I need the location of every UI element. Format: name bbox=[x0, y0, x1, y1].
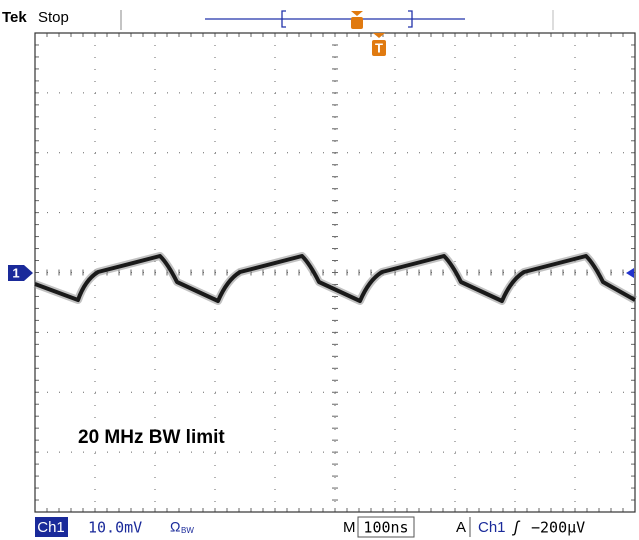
channel: Ch1 bbox=[37, 519, 65, 536]
trigger-source: Ch1 bbox=[478, 519, 506, 536]
status: Stop bbox=[38, 9, 69, 26]
trigger-level-marker bbox=[626, 268, 634, 278]
trigger-label: A bbox=[456, 519, 466, 536]
brand: Tek bbox=[2, 9, 27, 26]
bw-flag: BW bbox=[181, 526, 194, 535]
scale: 10.0mV bbox=[88, 519, 142, 537]
timebase: 100ns bbox=[363, 519, 408, 537]
impedance: Ω bbox=[170, 519, 180, 535]
trigger-pointer bbox=[373, 33, 385, 38]
channel-badge bbox=[35, 517, 68, 537]
trigger-icon bbox=[351, 17, 363, 29]
timebase-box bbox=[357, 516, 415, 538]
graticule-border bbox=[34, 32, 636, 513]
waveform bbox=[34, 254, 636, 303]
annotation: 20 MHz BW limit bbox=[78, 427, 225, 448]
trigger-slope: ʃ bbox=[511, 519, 521, 536]
record-window bbox=[281, 10, 413, 28]
trigger-pointer bbox=[351, 11, 363, 16]
trigger-level: −200µV bbox=[531, 519, 585, 537]
trigger-marker: T bbox=[375, 40, 383, 55]
trigger-icon bbox=[372, 40, 386, 56]
channel-marker: 1 bbox=[12, 265, 19, 280]
channel-marker-icon bbox=[8, 265, 33, 281]
timebase-label: M bbox=[343, 519, 356, 536]
